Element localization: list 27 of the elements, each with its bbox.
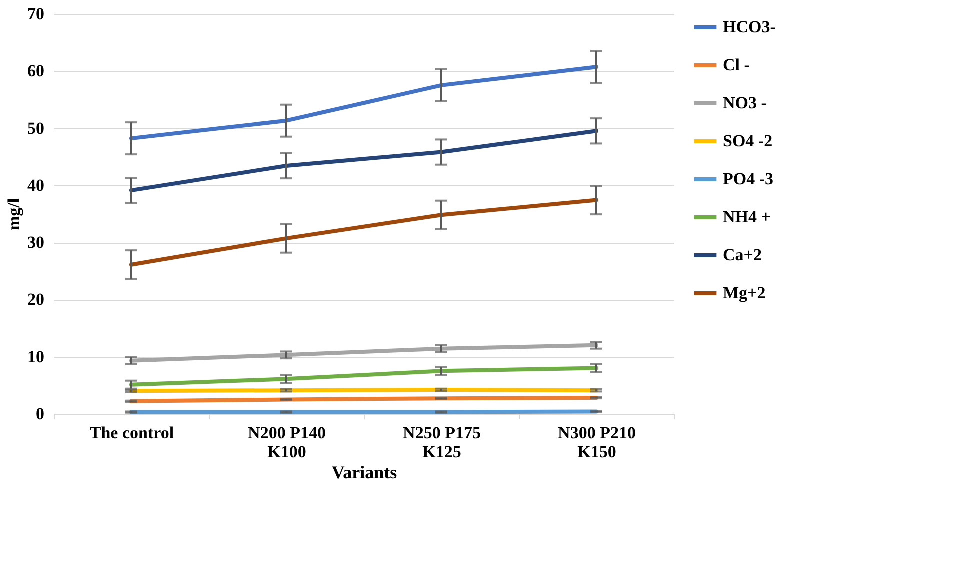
y-tick-label: 0 — [36, 404, 44, 424]
y-axis-title: mg/l — [4, 198, 24, 231]
line-series — [130, 198, 598, 267]
legend-label: Ca+2 — [723, 246, 762, 264]
x-tick-label: N300 P210 K150 — [558, 424, 636, 462]
line-series — [130, 366, 598, 387]
y-tick-label: 30 — [28, 233, 44, 252]
legend-label: HCO3- — [723, 18, 776, 36]
y-tick-label: 70 — [28, 4, 44, 24]
legend-label: NO3 - — [723, 94, 768, 112]
line-series — [130, 65, 598, 141]
x-tick-label: The control — [90, 424, 174, 442]
line-series — [130, 343, 598, 363]
x-tick-label: N250 P175 K125 — [403, 424, 481, 462]
x-tick-label: N200 P140 K100 — [248, 424, 326, 462]
legend-label: Mg+2 — [723, 284, 766, 302]
x-axis-title: Variants — [332, 462, 398, 482]
line-series — [130, 129, 598, 193]
y-tick-label: 50 — [28, 118, 44, 138]
legend-label: SO4 -2 — [723, 132, 773, 150]
y-tick-label: 10 — [28, 347, 44, 366]
legend-label: PO4 -3 — [723, 170, 774, 188]
y-tick-label: 20 — [28, 290, 44, 310]
y-tick-label: 60 — [28, 62, 44, 81]
y-tick-label: 40 — [28, 176, 44, 195]
legend-label: Cl - — [723, 56, 750, 74]
legend-label: NH4 + — [723, 208, 771, 226]
